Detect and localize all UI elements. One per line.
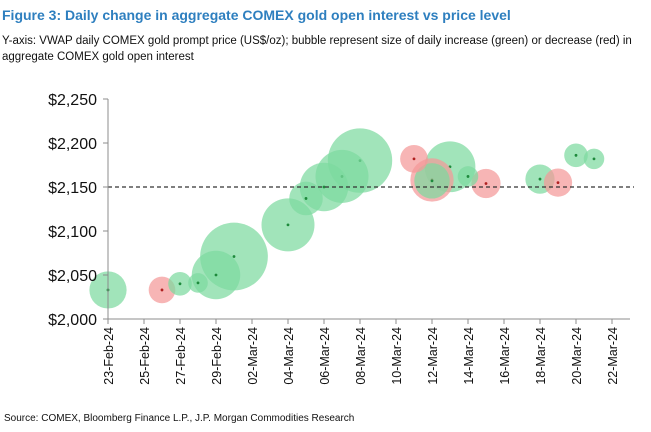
x-tick-label-02-Mar-24: 02-Mar-24 — [246, 327, 260, 385]
y-tick-label-2050: $2,050 — [48, 268, 97, 285]
chart-subtitle: Y-axis: VWAP daily COMEX gold prompt pri… — [2, 35, 632, 63]
green-bubble-center-12-Mar-24 — [430, 179, 434, 183]
x-tick-label-22-Mar-24: 22-Mar-24 — [606, 327, 620, 385]
x-tick-label-14-Mar-24: 14-Mar-24 — [462, 327, 476, 385]
x-tick-label-16-Mar-24: 16-Mar-24 — [498, 327, 512, 385]
source-note: Source: COMEX, Bloomberg Finance L.P., J… — [4, 413, 355, 424]
green-bubble-center-01-Mar-24 — [232, 255, 236, 258]
red-bubble-center-19-Mar-24 — [556, 181, 560, 185]
x-tick-labels: 23-Feb-24 25-Feb-24 27-Feb-24 29-Feb-24 02-M… — [102, 319, 620, 385]
green-bubble-center-28-Feb-24 — [196, 281, 200, 285]
green-bubble-center-06-Mar-24 — [322, 185, 326, 189]
x-tick-label-27-Feb-24: 27-Feb-24 — [174, 327, 188, 385]
y-tick-label-2200: $2,200 — [48, 136, 97, 153]
red-bubble-center-26-Feb-24 — [160, 288, 164, 292]
red-bubble-center-15-Mar-24 — [484, 182, 488, 185]
chart-title: Figure 3: Daily change in aggregate COME… — [2, 7, 511, 23]
green-bubble-center-20-Mar-24 — [574, 153, 578, 157]
x-tick-label-29-Feb-24: 29-Feb-24 — [210, 327, 224, 385]
x-tick-label-18-Mar-24: 18-Mar-24 — [534, 327, 548, 385]
x-tick-label-06-Mar-24: 06-Mar-24 — [318, 327, 332, 385]
green-bubble-center-21-Mar-24 — [592, 157, 596, 161]
y-tick-label-2000: $2,000 — [48, 312, 97, 329]
x-tick-label-10-Mar-24: 10-Mar-24 — [390, 327, 404, 385]
x-tick-label-23-Feb-24: 23-Feb-24 — [102, 327, 116, 385]
y-tick-label-2250: $2,250 — [48, 92, 97, 109]
bubble-layer — [89, 128, 605, 309]
green-bubble-center-05-Mar-24 — [304, 197, 308, 200]
bubble-chart: $2,000 $2,050 $2,100 $2,150 $2,200 $2,250 23-… — [48, 92, 634, 385]
green-bubble-center-14-Mar-24 — [466, 175, 470, 178]
x-tick-label-04-Mar-24: 04-Mar-24 — [282, 327, 296, 385]
x-tick-label-08-Mar-24: 08-Mar-24 — [354, 327, 368, 385]
x-tick-label-12-Mar-24: 12-Mar-24 — [426, 327, 440, 385]
x-tick-label-25-Feb-24: 25-Feb-24 — [138, 327, 152, 385]
y-tick-labels: $2,000 $2,050 $2,100 $2,150 $2,200 $2,250 — [48, 92, 108, 329]
green-bubble-center-04-Mar-24 — [286, 223, 290, 227]
green-bubble-center-27-Feb-24 — [178, 282, 182, 286]
red-bubble-center-11-Mar-24 — [412, 157, 416, 161]
x-tick-label-20-Mar-24: 20-Mar-24 — [570, 327, 584, 385]
axes-group — [107, 99, 630, 320]
y-tick-label-2150: $2,150 — [48, 180, 97, 197]
green-bubble-center-29-Feb-24 — [214, 273, 218, 277]
green-bubble-center-18-Mar-24 — [538, 177, 542, 181]
y-tick-label-2100: $2,100 — [48, 224, 97, 241]
